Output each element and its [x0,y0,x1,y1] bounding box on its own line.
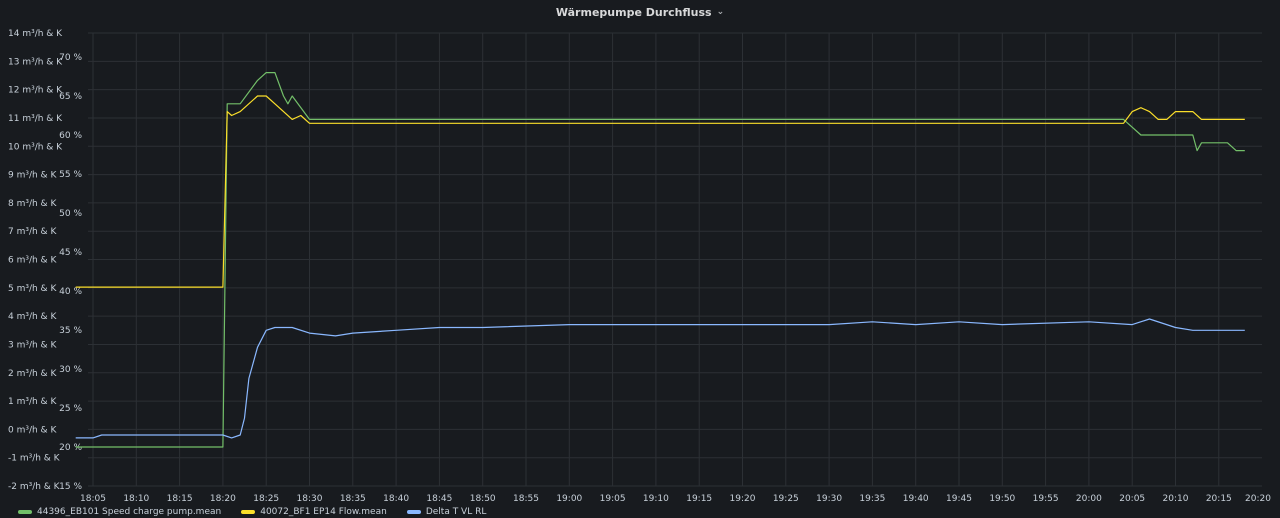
x-tick-label: 19:25 [773,494,799,504]
x-tick-label: 19:20 [730,494,756,504]
y-left-tick-label: 14 m³/h & K [8,29,63,39]
y-right-tick-label: 55 % [59,170,82,180]
x-tick-label: 19:15 [686,494,712,504]
panel-title-bar[interactable]: Wärmepumpe Durchfluss ⌄ [0,0,1280,24]
y-left-tick-label: 2 m³/h & K [8,369,57,379]
y-left-tick-label: 6 m³/h & K [8,256,57,266]
legend-swatch [241,510,256,514]
y-right-tick-label: 45 % [59,248,82,258]
y-left-tick-label: 9 m³/h & K [8,171,57,181]
x-tick-label: 19:00 [556,494,582,504]
legend: 44396_EB101 Speed charge pump.mean 40072… [18,506,486,518]
x-tick-label: 18:05 [80,494,106,504]
x-tick-label: 19:40 [903,494,929,504]
x-tick-label: 19:05 [600,494,626,504]
legend-item-flow[interactable]: 40072_BF1 EP14 Flow.mean [241,506,387,518]
y-axis-left: 14 m³/h & K 13 m³/h & K 12 m³/h & K 11 m³/h… [8,29,63,492]
legend-swatch [18,510,32,514]
x-tick-label: 18:20 [210,494,236,504]
y-right-tick-label: 40 % [59,287,82,297]
x-tick-label: 18:25 [253,494,279,504]
y-right-tick-label: 15 % [59,482,82,492]
y-left-tick-label: -1 m³/h & K [8,454,61,464]
series-line-0[interactable] [75,72,1245,448]
series-lines [75,72,1245,448]
legend-label: Delta T VL RL [425,507,487,517]
x-tick-label: 20:00 [1076,494,1102,504]
legend-label: 40072_BF1 EP14 Flow.mean [260,507,387,517]
x-tick-label: 20:05 [1119,494,1145,504]
y-right-tick-label: 25 % [59,404,82,414]
y-left-tick-label: 5 m³/h & K [8,284,57,294]
panel-title: Wärmepumpe Durchfluss [555,5,712,19]
x-tick-label: 18:30 [297,494,323,504]
grid-lines [88,32,1262,487]
x-tick-label: 19:50 [989,494,1015,504]
x-tick-label: 18:15 [167,494,193,504]
x-tick-label: 19:45 [946,494,972,504]
x-tick-label: 18:35 [340,494,366,504]
x-tick-label: 18:45 [426,494,452,504]
y-left-tick-label: 13 m³/h & K [8,57,63,67]
y-right-tick-label: 20 % [59,443,82,453]
y-right-tick-label: 70 % [59,53,82,63]
x-axis: 18:05 18:10 18:15 18:20 18:25 18:30 18:35 18:40… [80,494,1271,504]
x-tick-label: 18:10 [123,494,149,504]
x-tick-label: 20:15 [1206,494,1232,504]
x-tick-label: 18:50 [470,494,496,504]
y-axis-right: 70 % 65 % 60 % 55 % 50 % 45 % 40 % 35 % 30 % 25 %… [59,53,82,492]
x-tick-label: 18:40 [383,494,409,504]
series-line-2[interactable] [75,318,1245,439]
y-right-tick-label: 65 % [59,92,82,102]
y-left-tick-label: -2 m³/h & K [8,482,61,492]
y-right-tick-label: 50 % [59,209,82,219]
legend-swatch [406,510,421,514]
x-tick-label: 19:30 [816,494,842,504]
series-line-1[interactable] [75,95,1245,288]
y-left-tick-label: 11 m³/h & K [8,114,63,124]
legend-item-delta-t[interactable]: Delta T VL RL [406,506,487,518]
y-left-tick-label: 3 m³/h & K [8,340,57,350]
y-left-tick-label: 8 m³/h & K [8,199,57,209]
legend-label: 44396_EB101 Speed charge pump.mean [37,507,222,517]
y-left-tick-label: 12 m³/h & K [8,86,63,96]
y-right-tick-label: 35 % [59,326,82,336]
chevron-down-icon[interactable]: ⌄ [716,7,725,17]
x-tick-label: 19:55 [1033,494,1059,504]
x-tick-label: 19:35 [859,494,885,504]
legend-item-speed-charge-pump[interactable]: 44396_EB101 Speed charge pump.mean [18,506,221,518]
y-left-tick-label: 10 m³/h & K [8,142,63,152]
y-left-tick-label: 7 m³/h & K [8,227,57,237]
x-tick-label: 18:55 [513,494,539,504]
y-right-tick-label: 60 % [59,131,82,141]
y-left-tick-label: 1 m³/h & K [8,397,57,407]
x-tick-label: 20:10 [1163,494,1189,504]
x-tick-label: 19:10 [643,494,669,504]
y-right-tick-label: 30 % [59,365,82,375]
x-tick-label: 20:20 [1245,494,1271,504]
y-left-tick-label: 0 m³/h & K [8,425,57,435]
y-left-tick-label: 4 m³/h & K [8,312,57,322]
